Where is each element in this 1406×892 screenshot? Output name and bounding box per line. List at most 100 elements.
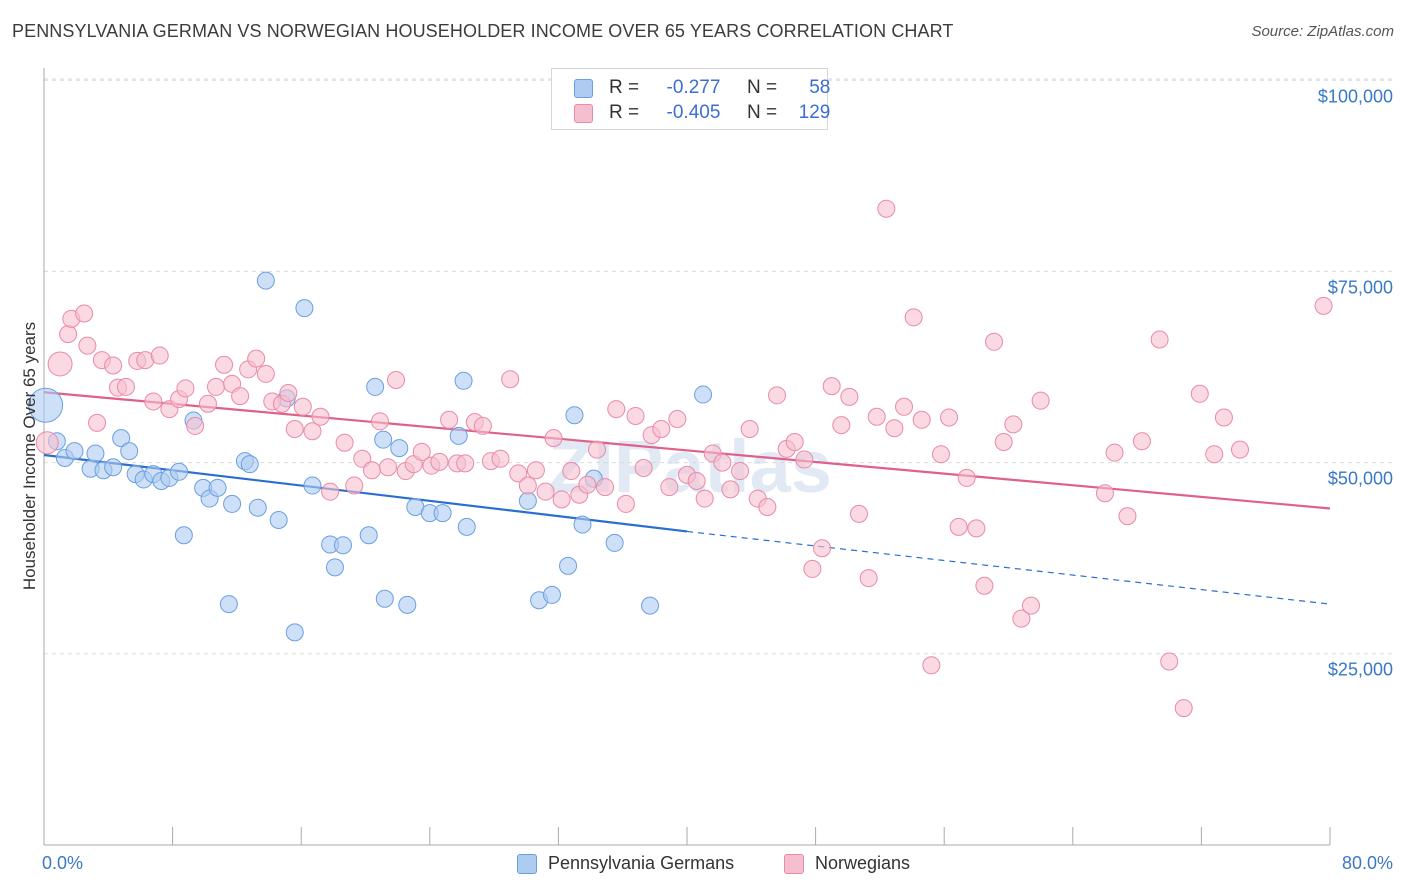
data-point: [457, 517, 476, 536]
data-point: [1095, 484, 1114, 503]
data-point: [867, 407, 886, 426]
data-point: [1118, 507, 1137, 526]
data-point: [208, 478, 227, 497]
data-point: [325, 558, 344, 577]
data-point: [223, 494, 242, 513]
data-point: [687, 471, 706, 490]
data-point: [335, 433, 354, 452]
data-point: [544, 429, 563, 448]
data-point: [795, 450, 814, 469]
data-point: [994, 432, 1013, 451]
data-point: [454, 371, 473, 390]
data-point: [578, 475, 597, 494]
data-point: [1012, 609, 1031, 628]
data-point: [1105, 443, 1124, 462]
data-point: [285, 623, 304, 642]
chart-title: PENNSYLVANIA GERMAN VS NORWEGIAN HOUSEHO…: [12, 21, 954, 41]
data-point: [65, 442, 84, 461]
data-point: [840, 387, 859, 406]
data-point: [822, 377, 841, 396]
data-point: [885, 419, 904, 438]
data-point: [731, 462, 750, 481]
y-tick-75000: $75,000: [1327, 277, 1393, 298]
source-label: Source: ZipAtlas.com: [1251, 23, 1394, 40]
y-tick-25000: $25,000: [1327, 659, 1393, 680]
n-label: N =: [746, 102, 778, 123]
data-point: [333, 536, 352, 555]
series-norwegians: [35, 199, 1333, 718]
data-point: [1031, 391, 1050, 410]
data-point: [362, 461, 381, 480]
data-point: [1132, 432, 1151, 451]
data-point: [526, 461, 545, 480]
data-point: [922, 656, 941, 675]
data-point: [652, 419, 671, 438]
data-point: [695, 489, 714, 508]
data-point: [509, 464, 528, 483]
data-point: [1160, 652, 1179, 671]
data-point: [112, 429, 131, 448]
data-point: [985, 332, 1004, 351]
data-point: [198, 394, 217, 413]
data-point: [813, 539, 832, 558]
data-point: [170, 462, 189, 481]
data-point: [285, 419, 304, 438]
data-point: [803, 559, 822, 578]
data-point: [565, 406, 584, 425]
r-label: R =: [609, 102, 640, 123]
data-point: [641, 596, 660, 615]
data-point: [449, 426, 468, 445]
data-point: [321, 482, 340, 501]
data-point: [721, 480, 740, 499]
data-point: [895, 397, 914, 416]
data-point: [785, 432, 804, 451]
data-point: [247, 349, 266, 368]
data-point: [607, 400, 626, 419]
data-point: [904, 308, 923, 327]
data-point: [634, 458, 653, 477]
data-point: [1314, 296, 1333, 315]
data-point: [940, 408, 959, 427]
data-point: [311, 407, 330, 426]
data-point: [433, 504, 452, 523]
data-point: [491, 449, 510, 468]
data-point: [1230, 440, 1249, 459]
data-point: [174, 526, 193, 545]
n-value: 129: [798, 102, 831, 123]
data-point: [1150, 330, 1169, 349]
data-point: [758, 497, 777, 516]
data-point: [293, 397, 312, 416]
data-point: [859, 569, 878, 588]
data-point: [931, 445, 950, 464]
data-point: [1174, 699, 1193, 718]
data-point: [207, 377, 226, 396]
data-point: [850, 504, 869, 523]
data-point: [518, 476, 537, 495]
data-point: [75, 304, 94, 323]
data-point: [501, 370, 520, 389]
pink-swatch: [784, 854, 804, 874]
data-point: [1205, 445, 1224, 464]
data-point: [740, 419, 759, 438]
data-point: [35, 431, 59, 455]
data-point: [116, 377, 135, 396]
data-point: [104, 458, 123, 477]
data-point: [269, 510, 288, 529]
pink-swatch: [574, 104, 593, 123]
y-tick-50000: $50,000: [1327, 468, 1393, 489]
x-tick-min: 0.0%: [42, 853, 84, 873]
data-point: [359, 526, 378, 545]
data-point: [387, 371, 406, 390]
data-point: [967, 519, 986, 538]
blue-swatch: [517, 854, 537, 874]
data-point: [536, 482, 555, 501]
data-point: [559, 556, 578, 575]
x-tick-max: 80.0%: [1341, 853, 1393, 873]
n-value: 58: [809, 77, 831, 98]
data-point: [975, 576, 994, 595]
data-point: [768, 386, 787, 405]
data-point: [240, 455, 259, 474]
r-value: -0.277: [666, 77, 721, 98]
data-point: [78, 336, 97, 355]
